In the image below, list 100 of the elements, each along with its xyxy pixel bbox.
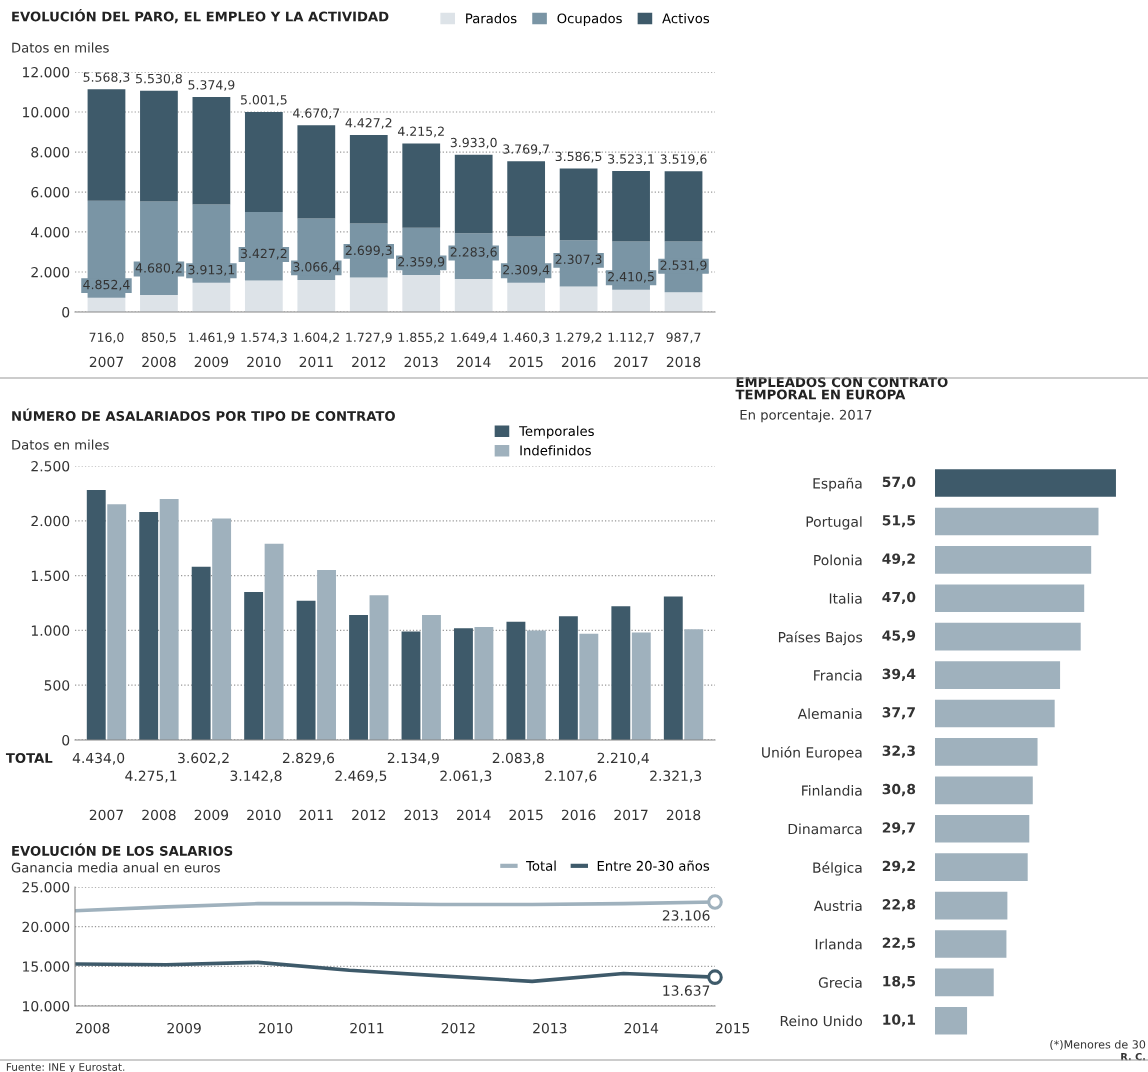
x-tick-label: 2009	[194, 356, 229, 368]
bar	[244, 592, 264, 740]
bar	[192, 282, 231, 312]
bar	[935, 738, 1038, 766]
x-tick-label: 2011	[299, 809, 333, 821]
bar	[264, 543, 284, 740]
bar	[935, 469, 1116, 497]
data-label: 1.112,7	[608, 332, 654, 344]
data-label: 22,8	[882, 899, 916, 912]
y-tick-label: 1.500	[31, 570, 70, 582]
bar	[139, 512, 159, 740]
y-tick-label: 10.000	[23, 1000, 70, 1012]
y-tick-label: Reino Unido	[780, 1015, 863, 1027]
bar	[349, 277, 388, 312]
data-label: 5.001,5	[240, 95, 287, 106]
source-note: Fuente: INE y Eurostat.	[6, 1063, 125, 1072]
y-tick-label: Dinamarca	[788, 823, 862, 835]
x-tick-label: 2015	[509, 809, 543, 821]
chart-subtitle: Datos en miles	[12, 42, 109, 53]
bar	[191, 566, 211, 740]
y-tick-label: 8.000	[31, 146, 70, 158]
data-label: 18,5	[883, 975, 916, 989]
data-label: 1.460,3	[503, 332, 549, 344]
data-label: 2.699,3	[345, 245, 392, 257]
bar	[244, 111, 283, 212]
x-tick-label: 2013	[404, 809, 438, 821]
data-label: 2.410,5	[608, 271, 654, 283]
data-label: 5.568,3	[83, 72, 130, 84]
data-label: 3.769,7	[503, 144, 549, 156]
data-label: 32,3	[882, 745, 915, 758]
x-tick-label: 2018	[666, 356, 701, 368]
text: 2.321,3	[650, 770, 702, 783]
bar	[935, 1006, 968, 1035]
data-label: 4.427,2	[345, 118, 392, 129]
bar	[159, 498, 179, 740]
bar	[579, 633, 599, 740]
bar	[558, 616, 578, 740]
bar	[454, 154, 493, 234]
y-tick-label: Finlandia	[802, 785, 862, 796]
data-label: 49,2	[882, 553, 915, 566]
bar	[192, 97, 231, 205]
bar	[244, 280, 283, 312]
legend-label: Temporales	[519, 425, 594, 439]
bar	[474, 627, 494, 740]
y-tick-label: 4.000	[31, 226, 70, 238]
bar	[297, 125, 336, 219]
text: 2.083,8	[492, 752, 544, 765]
x-tick-label: 2016	[561, 809, 596, 821]
text: 2.469,5	[335, 770, 387, 783]
bar	[631, 632, 651, 740]
bar	[663, 596, 683, 740]
y-tick-label: Irlanda	[815, 938, 862, 950]
bar	[935, 853, 1028, 881]
x-tick-label: 2007	[89, 809, 123, 821]
data-label: 4.680,2	[135, 263, 182, 274]
data-label: 1.461,9	[188, 332, 235, 344]
data-label: 3.519,6	[660, 154, 707, 166]
data-label: 10,1	[883, 1014, 916, 1027]
y-tick-label: Alemania	[797, 708, 862, 719]
x-tick-label: 2014	[624, 1022, 659, 1034]
x-tick-label: 2008	[142, 809, 176, 821]
data-label: 1.604,2	[293, 332, 339, 344]
bar	[506, 621, 526, 740]
bar	[612, 171, 650, 242]
x-tick-label: 2015	[509, 356, 543, 368]
text: 2.107,6	[545, 770, 597, 783]
bar	[559, 286, 598, 312]
bar	[935, 584, 1085, 613]
bar	[454, 628, 473, 740]
data-label: 1.855,2	[398, 332, 444, 344]
x-tick-label: 2009	[194, 809, 229, 821]
chart-subtitle: Ganancia media anual en euros	[11, 862, 220, 873]
text: 2.829,6	[282, 752, 335, 765]
bar	[935, 699, 1055, 728]
bar	[349, 615, 368, 740]
chart-title: EVOLUCIÓN DEL PARO, EL EMPLEO Y LA ACTIVIDAD	[12, 9, 389, 24]
data-label: 987,7	[666, 332, 701, 344]
x-tick-label: 2013	[404, 356, 438, 368]
x-tick-label: 2010	[247, 809, 281, 821]
bar	[611, 606, 631, 740]
data-label: 30,8	[882, 783, 916, 797]
bar	[422, 615, 441, 740]
y-tick-label: Polonia	[814, 554, 862, 566]
text: 2.061,3	[440, 770, 492, 783]
data-label: 2.307,3	[555, 254, 602, 266]
data-label: 23.106	[662, 910, 710, 921]
bar	[526, 630, 546, 740]
y-tick-label: 0	[62, 734, 70, 746]
bar	[296, 600, 316, 740]
bar	[86, 490, 106, 740]
bar	[87, 89, 126, 201]
data-label: 3.913,1	[188, 264, 235, 276]
x-tick-label: 2017	[614, 809, 648, 821]
y-tick-label: Grecia	[818, 977, 862, 988]
bar	[369, 595, 389, 740]
x-tick-label: 2017	[614, 356, 648, 368]
y-tick-label: 20.000	[22, 921, 70, 933]
data-label: 13.637	[663, 985, 710, 996]
bar	[402, 143, 441, 228]
text: 4.275,1	[125, 770, 177, 783]
